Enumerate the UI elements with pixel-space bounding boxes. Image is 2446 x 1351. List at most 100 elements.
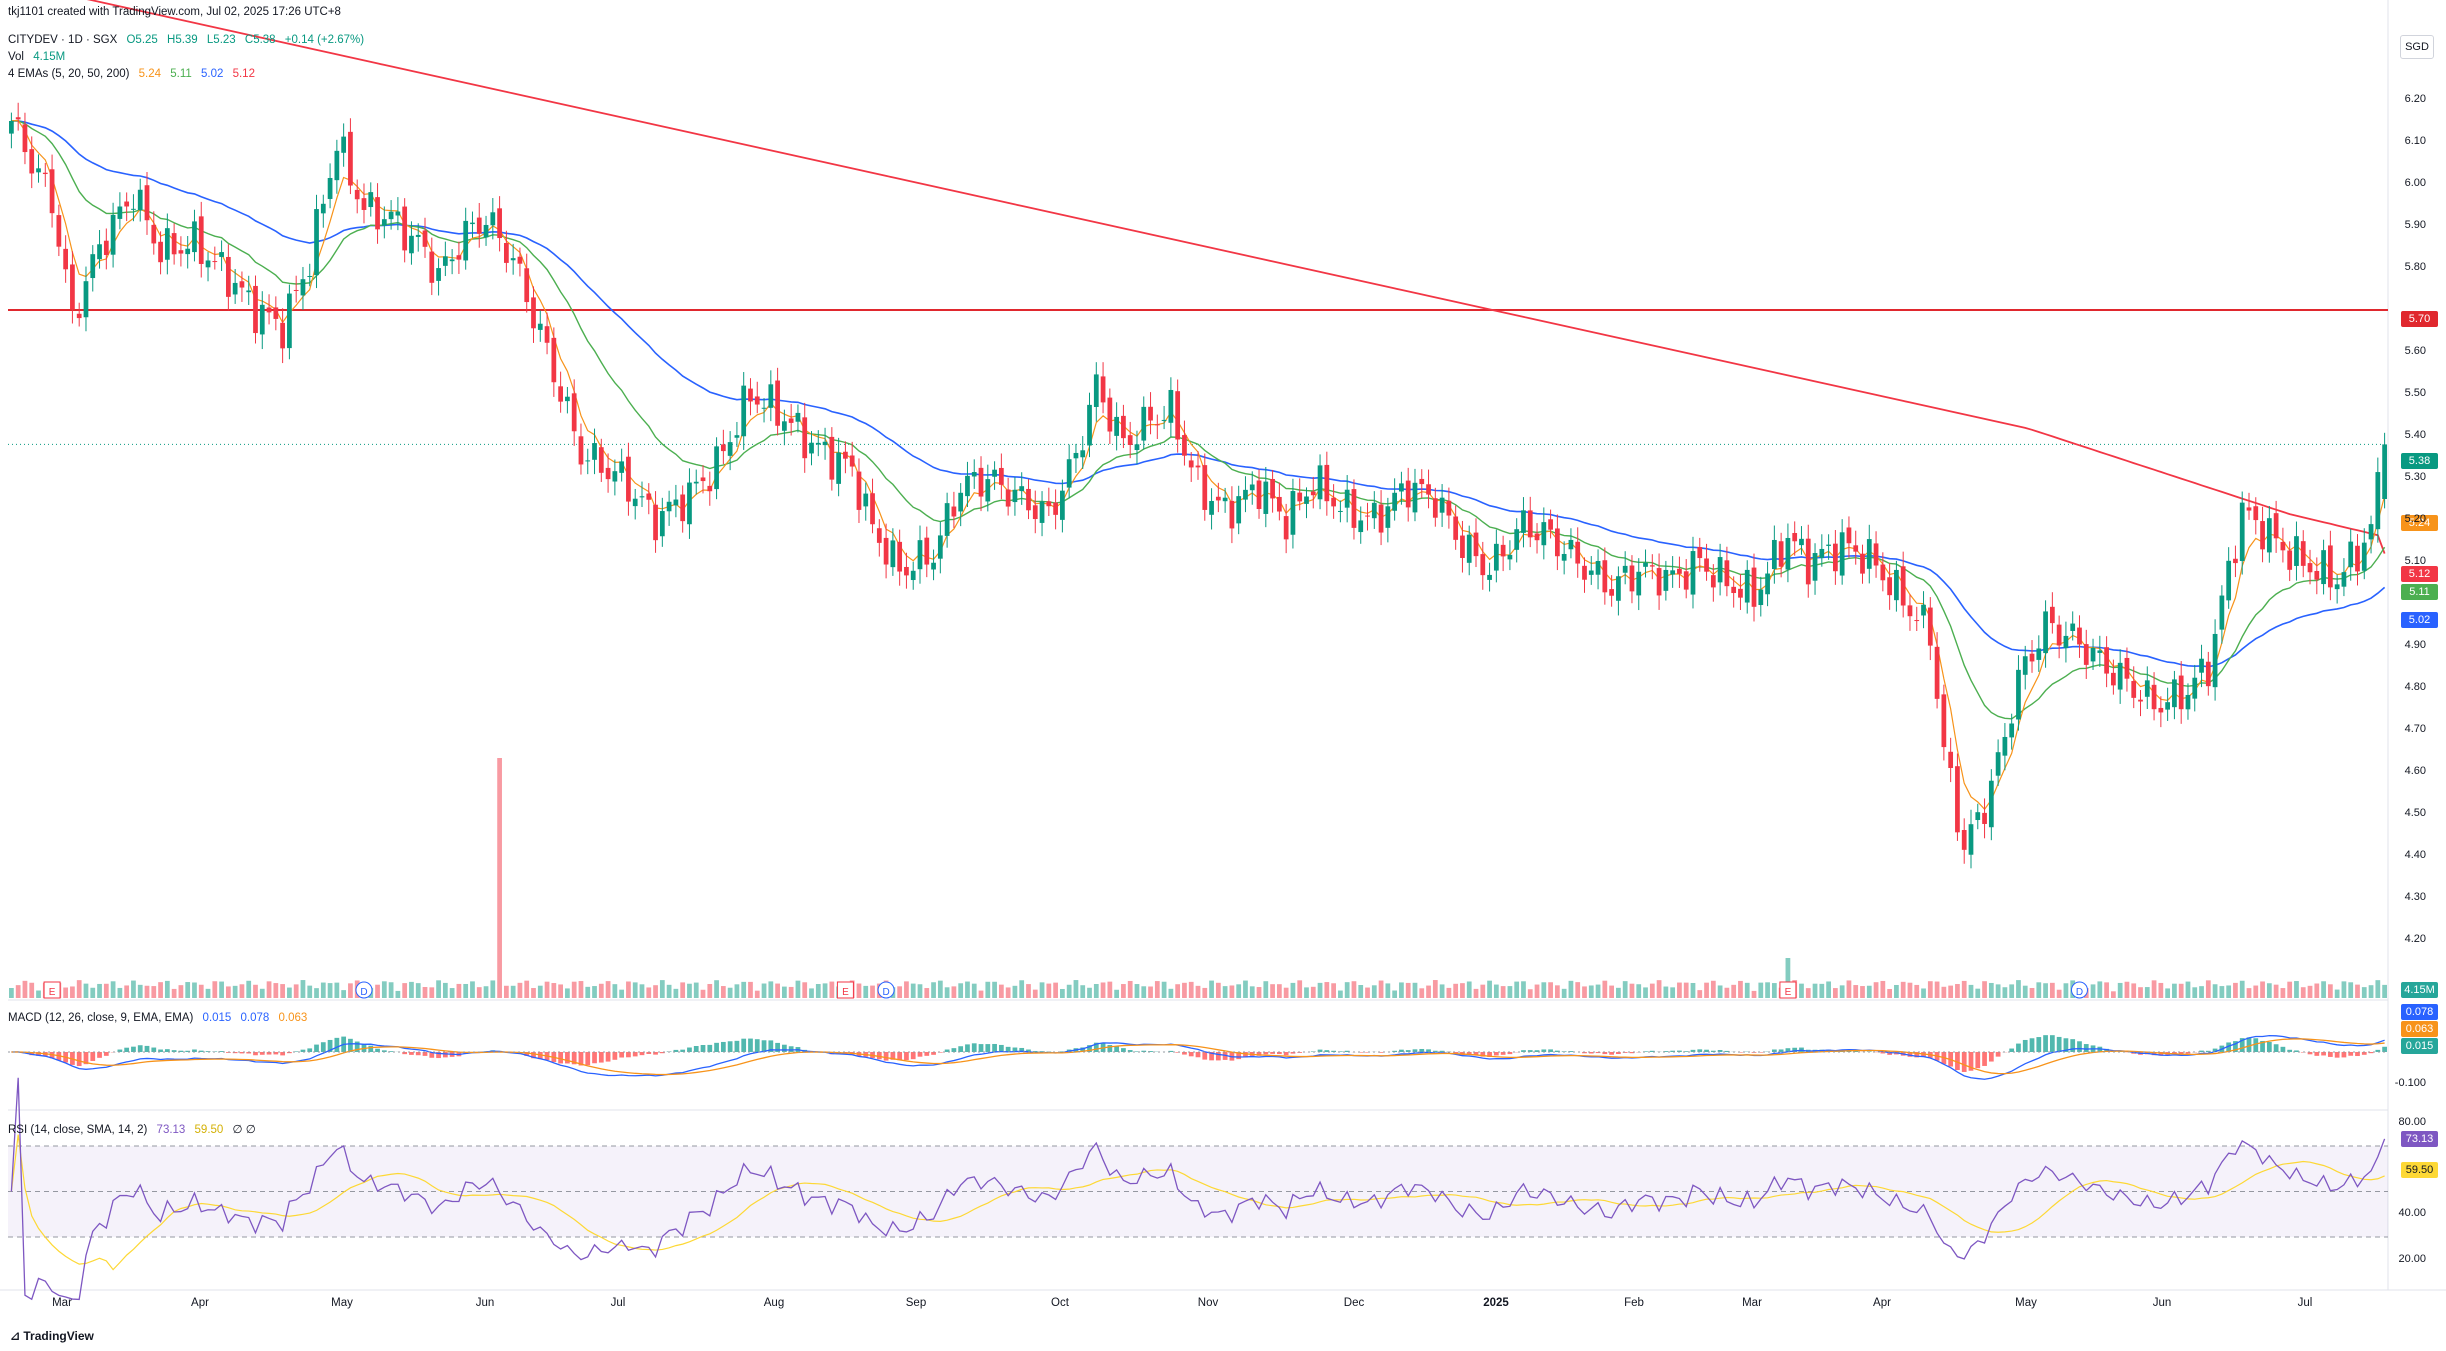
volume-bar	[971, 983, 977, 998]
symbol-legend[interactable]: CITYDEV · 1D · SGX O5.25 H5.39 L5.23 C5.…	[8, 34, 370, 46]
macd-histogram-bar	[931, 1052, 936, 1055]
candle-body	[1426, 484, 1431, 495]
candle-body	[1826, 544, 1831, 546]
candle-body	[2049, 606, 2055, 624]
volume-bar	[348, 983, 353, 998]
candle-body	[1934, 646, 1940, 699]
volume-bar	[822, 983, 828, 998]
volume-bar	[2158, 982, 2164, 998]
volume-bar	[2233, 982, 2238, 998]
volume-bar	[592, 986, 597, 998]
volume-bar	[15, 985, 21, 998]
volume-bar	[2049, 982, 2055, 998]
volume-bar	[1331, 983, 1336, 998]
volume-bar	[958, 983, 964, 998]
macd-histogram-bar	[741, 1038, 747, 1052]
macd-histogram-bar	[1039, 1051, 1045, 1052]
macd-histogram-bar	[171, 1050, 177, 1052]
tradingview-logo[interactable]: ⊿ TradingView	[10, 1329, 94, 1343]
candle-body	[1412, 482, 1418, 513]
candle-body	[2144, 680, 2150, 697]
volume-bar	[802, 982, 808, 998]
volume-bar	[1507, 986, 1513, 998]
macd-histogram-bar	[2036, 1037, 2042, 1052]
price-tick-label: 4.90	[2404, 639, 2426, 651]
candle-body	[2138, 699, 2143, 702]
candle-body	[809, 442, 814, 454]
macd-legend[interactable]: MACD (12, 26, close, 9, EMA, EMA) 0.015 …	[8, 1012, 313, 1024]
volume-bar	[1975, 988, 1981, 998]
macd-histogram-bar	[232, 1052, 238, 1054]
volume-bar	[2165, 988, 2171, 998]
volume-bar	[1195, 985, 1201, 998]
candle-body	[951, 506, 957, 517]
macd-histogram-bar	[1683, 1051, 1689, 1052]
candle-body	[1771, 539, 1777, 570]
volume-bar	[280, 984, 285, 998]
currency-button[interactable]: SGD	[2400, 35, 2434, 59]
candle-body	[1927, 607, 1933, 646]
macd-histogram-bar	[1649, 1050, 1655, 1052]
macd-histogram-bar	[409, 1052, 414, 1055]
volume-bar	[1649, 983, 1655, 998]
macd-histogram-bar	[659, 1052, 665, 1054]
macd-histogram-bar	[1202, 1052, 1208, 1060]
candle-body	[2307, 563, 2313, 573]
macd-histogram-bar	[1710, 1050, 1716, 1052]
volume-bar	[897, 986, 903, 998]
volume-legend[interactable]: Vol 4.15M	[8, 51, 71, 63]
volume-bar	[1988, 982, 1994, 998]
volume-bar	[1487, 980, 1492, 998]
rsi-legend[interactable]: RSI (14, close, SMA, 14, 2) 73.13 59.50 …	[8, 1122, 262, 1136]
candle-body	[2063, 635, 2069, 649]
macd-histogram-bar	[1480, 1052, 1486, 1057]
macd-histogram-bar	[300, 1049, 306, 1052]
candle-body	[1968, 824, 1974, 855]
candle-body	[1812, 553, 1818, 581]
macd-histogram-bar	[36, 1052, 41, 1056]
volume-bar	[2219, 986, 2225, 998]
candle-body	[103, 240, 109, 255]
candle-body	[571, 393, 577, 432]
macd-histogram-bar	[2205, 1050, 2211, 1052]
candle-body	[1154, 424, 1160, 426]
price-tick-label: 4.60	[2404, 765, 2426, 777]
volume-bar	[1839, 985, 1845, 998]
macd-histogram-bar	[1555, 1050, 1560, 1052]
volume-bar	[429, 987, 435, 998]
candle-body	[1853, 545, 1859, 552]
candle-body	[904, 566, 909, 576]
macd-histogram-bar	[2307, 1052, 2313, 1055]
candle-body	[2192, 677, 2198, 699]
candle-body	[727, 442, 733, 456]
volume-bar	[1066, 984, 1072, 998]
candle-body	[958, 492, 964, 512]
volume-bar	[415, 983, 421, 998]
candle-body	[42, 172, 48, 175]
volume-bar	[558, 984, 563, 998]
volume-bar	[571, 981, 577, 998]
macd-histogram-bar	[1677, 1050, 1682, 1052]
volume-bar	[1819, 983, 1825, 998]
candle-body	[198, 216, 204, 264]
candle-body	[1032, 505, 1038, 520]
volume-bar	[483, 986, 489, 998]
candle-body	[1331, 497, 1336, 507]
macd-histogram-bar	[714, 1042, 719, 1052]
symbol-name[interactable]: CITYDEV · 1D · SGX	[8, 34, 118, 46]
macd-histogram-bar	[1622, 1052, 1628, 1053]
macd-histogram-bar	[334, 1037, 340, 1052]
macd-histogram-bar	[320, 1042, 326, 1052]
candle-body	[876, 528, 882, 543]
candle-body	[1405, 480, 1411, 508]
candle-body	[815, 442, 821, 445]
macd-histogram-bar	[2070, 1039, 2076, 1052]
volume-bar	[2009, 984, 2015, 998]
candle-body	[578, 436, 584, 465]
close-value: C5.38	[244, 34, 276, 46]
candle-body	[2334, 584, 2340, 590]
ema-legend[interactable]: 4 EMAs (5, 20, 50, 200) 5.24 5.11 5.02 5…	[8, 68, 261, 80]
macd-histogram-bar	[2104, 1048, 2109, 1052]
macd-histogram-bar	[1690, 1049, 1696, 1052]
